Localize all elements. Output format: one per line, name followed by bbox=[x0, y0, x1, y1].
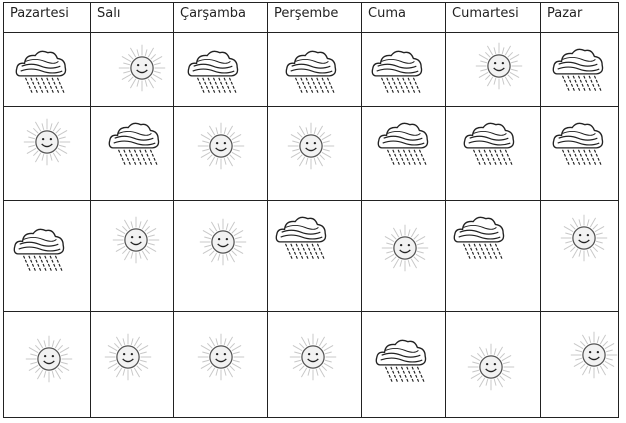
sun-icon bbox=[282, 117, 340, 175]
sun-icon bbox=[20, 330, 78, 388]
sun-icon bbox=[107, 211, 165, 269]
weather-cell bbox=[90, 106, 174, 201]
rain-icon bbox=[184, 43, 242, 101]
sun-icon bbox=[18, 113, 76, 171]
weather-cell bbox=[540, 106, 619, 201]
weather-cell bbox=[3, 32, 91, 107]
weather-cell bbox=[90, 200, 174, 312]
rain-icon bbox=[549, 41, 607, 99]
rain-icon bbox=[368, 43, 426, 101]
rain-icon bbox=[549, 115, 607, 173]
weather-cell bbox=[445, 106, 541, 201]
table-row bbox=[3, 106, 619, 201]
sun-icon bbox=[194, 213, 252, 271]
weather-cell bbox=[361, 200, 446, 312]
sun-icon bbox=[113, 39, 171, 97]
weather-cell bbox=[267, 200, 362, 312]
sun-icon bbox=[192, 328, 250, 386]
weather-cell bbox=[3, 106, 91, 201]
weather-cell bbox=[540, 200, 619, 312]
weather-cell bbox=[3, 311, 91, 418]
day-header-wednesday: Çarşamba bbox=[173, 2, 268, 33]
day-header-saturday: Cumartesi bbox=[445, 2, 541, 33]
weather-cell bbox=[540, 32, 619, 107]
day-header-sunday: Pazar bbox=[540, 2, 619, 33]
sun-icon bbox=[462, 338, 520, 396]
weather-cell bbox=[445, 200, 541, 312]
sun-icon bbox=[284, 328, 342, 386]
sun-icon bbox=[470, 37, 528, 95]
rain-icon bbox=[372, 332, 430, 390]
table-row bbox=[3, 200, 619, 312]
rain-icon bbox=[460, 115, 518, 173]
weather-cell bbox=[173, 106, 268, 201]
weather-cell bbox=[173, 311, 268, 418]
weather-cell bbox=[361, 311, 446, 418]
sun-icon bbox=[376, 219, 434, 277]
sun-icon bbox=[555, 209, 613, 267]
weather-cell bbox=[3, 200, 91, 312]
weather-table: Pazartesi Salı Çarşamba Perşembe Cuma Cu… bbox=[3, 2, 619, 418]
rain-icon bbox=[105, 115, 163, 173]
weather-cell bbox=[267, 311, 362, 418]
rain-icon bbox=[282, 43, 340, 101]
weather-cell bbox=[90, 311, 174, 418]
table-row bbox=[3, 32, 619, 107]
day-header-thursday: Perşembe bbox=[267, 2, 362, 33]
weather-cell bbox=[361, 106, 446, 201]
weather-cell bbox=[540, 311, 619, 418]
weather-cell bbox=[361, 32, 446, 107]
sun-icon bbox=[192, 117, 250, 175]
weather-cell bbox=[173, 200, 268, 312]
rain-icon bbox=[450, 209, 508, 267]
weather-cell bbox=[267, 32, 362, 107]
weather-cell bbox=[267, 106, 362, 201]
day-header-friday: Cuma bbox=[361, 2, 446, 33]
weather-cell bbox=[445, 32, 541, 107]
sun-icon bbox=[99, 328, 157, 386]
rain-icon bbox=[272, 209, 330, 267]
sun-icon bbox=[565, 326, 623, 384]
table-row bbox=[3, 311, 619, 418]
weather-cell bbox=[173, 32, 268, 107]
rain-icon bbox=[12, 43, 70, 101]
day-header-tuesday: Salı bbox=[90, 2, 174, 33]
weather-cell bbox=[445, 311, 541, 418]
header-row: Pazartesi Salı Çarşamba Perşembe Cuma Cu… bbox=[3, 2, 619, 33]
rain-icon bbox=[374, 115, 432, 173]
weather-cell bbox=[90, 32, 174, 107]
rain-icon bbox=[10, 221, 68, 279]
day-header-monday: Pazartesi bbox=[3, 2, 91, 33]
